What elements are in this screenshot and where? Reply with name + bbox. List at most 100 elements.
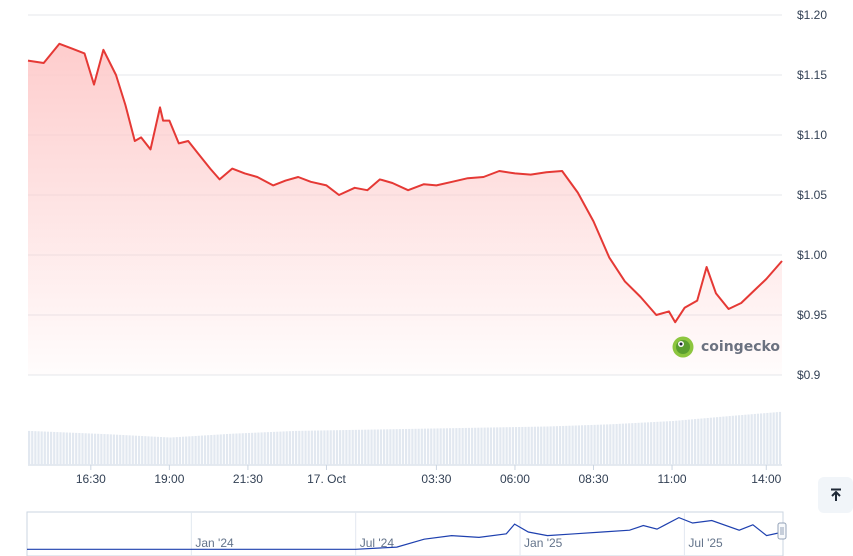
volume-bar [480, 427, 483, 465]
volume-bar [172, 437, 175, 465]
volume-bar [477, 427, 480, 465]
navigator[interactable]: Jan '24 Jul '24 Jan '25 Jul '25 [26, 511, 787, 556]
volume-bar [405, 428, 408, 465]
volume-bar [163, 437, 166, 465]
volume-bar [28, 430, 31, 465]
volume-bar [734, 415, 738, 465]
volume-bar [775, 412, 778, 465]
volume-bar [536, 426, 540, 465]
volume-bar [90, 433, 94, 465]
volume-bar [109, 434, 112, 465]
volume-bar [668, 421, 672, 465]
volume-bar [694, 419, 697, 465]
volume-bar [772, 412, 775, 465]
volume-bar [269, 432, 273, 465]
volume-bar [68, 432, 72, 465]
volume-bar [301, 430, 304, 465]
y-axis-labels: $0.9 $0.95 $1.00 $1.05 $1.10 $1.15 $1.20 [797, 8, 827, 382]
x-tick-label: 16:30 [76, 472, 106, 486]
volume-bar [247, 432, 251, 465]
volume-bar [778, 411, 782, 465]
x-tick-label: 17. Oct [307, 472, 346, 486]
x-tick-label: 06:00 [500, 472, 530, 486]
volume-bar [46, 431, 50, 465]
volume-bar [71, 432, 75, 465]
volume-bar [650, 422, 653, 465]
volume-bar [100, 433, 103, 465]
volume-bar [675, 420, 678, 465]
volume-bar [345, 430, 348, 465]
volume-bar [552, 426, 555, 465]
volume-bar [260, 432, 263, 465]
navigator-tick-label: Jul '24 [360, 536, 395, 550]
volume-bar [672, 421, 675, 465]
volume-bar [203, 435, 207, 465]
volume-bar [700, 418, 703, 465]
volume-bar [93, 433, 97, 465]
volume-bar [175, 437, 178, 465]
volume-bar [106, 434, 109, 465]
volume-bar [712, 417, 716, 465]
volume-bar [637, 422, 640, 465]
volume-bar [631, 423, 634, 465]
volume-bar [34, 431, 37, 465]
volume-bar [304, 430, 307, 465]
y-tick-label: $1.20 [797, 8, 827, 22]
volume-bar [141, 436, 144, 465]
price-area [28, 43, 782, 376]
volume-bar [150, 436, 153, 465]
y-tick-label: $1.15 [797, 68, 827, 82]
volume-bar [640, 422, 643, 465]
volume-bar [760, 413, 763, 465]
volume-bar [656, 421, 659, 465]
volume-bar [584, 425, 587, 465]
volume-bar [439, 428, 442, 465]
volume-bar [373, 429, 376, 465]
volume-bar [326, 430, 329, 465]
volume-bar [665, 421, 668, 465]
y-tick-label: $1.05 [797, 188, 827, 202]
volume-bar [197, 435, 200, 465]
volume-bar [125, 435, 128, 465]
volume-bar [357, 429, 361, 465]
volume-bar [543, 426, 546, 465]
volume-bar [502, 427, 505, 465]
x-tick-label: 19:00 [154, 472, 184, 486]
volume-bar [621, 423, 624, 465]
volume-bar [750, 414, 753, 465]
volume-bar [508, 427, 511, 465]
x-tick-label: 11:00 [657, 472, 686, 486]
volume-bar [342, 430, 345, 465]
volume-bar [188, 436, 191, 465]
volume-bar [580, 425, 584, 465]
volume-bar [200, 435, 203, 465]
volume-bar [103, 434, 106, 465]
volume-bar [131, 435, 134, 465]
volume-bar [452, 428, 455, 465]
volume-bar [653, 421, 656, 465]
volume-bar [323, 430, 326, 465]
volume-bar [766, 412, 769, 465]
volume-bar [417, 428, 420, 465]
volume-bar [634, 422, 637, 465]
volume-bar [618, 423, 621, 465]
navigator-handle[interactable] [777, 522, 787, 540]
volume-bar [320, 430, 323, 465]
volume-bar [40, 431, 43, 465]
volume-bar [577, 425, 580, 465]
scroll-to-top-button[interactable] [818, 477, 853, 513]
volume-bar [298, 430, 301, 465]
volume-bar [448, 428, 452, 465]
volume-bar [134, 435, 138, 465]
navigator-line [27, 516, 784, 550]
volume-bar [329, 430, 332, 465]
volume-bar [244, 433, 247, 465]
volume-bar [81, 433, 84, 465]
volume-bar [288, 431, 291, 465]
volume-bar [147, 436, 150, 465]
volume-bar [75, 432, 78, 465]
volume-bar [467, 427, 471, 465]
volume-bar [731, 415, 734, 465]
volume-bar [254, 432, 257, 465]
